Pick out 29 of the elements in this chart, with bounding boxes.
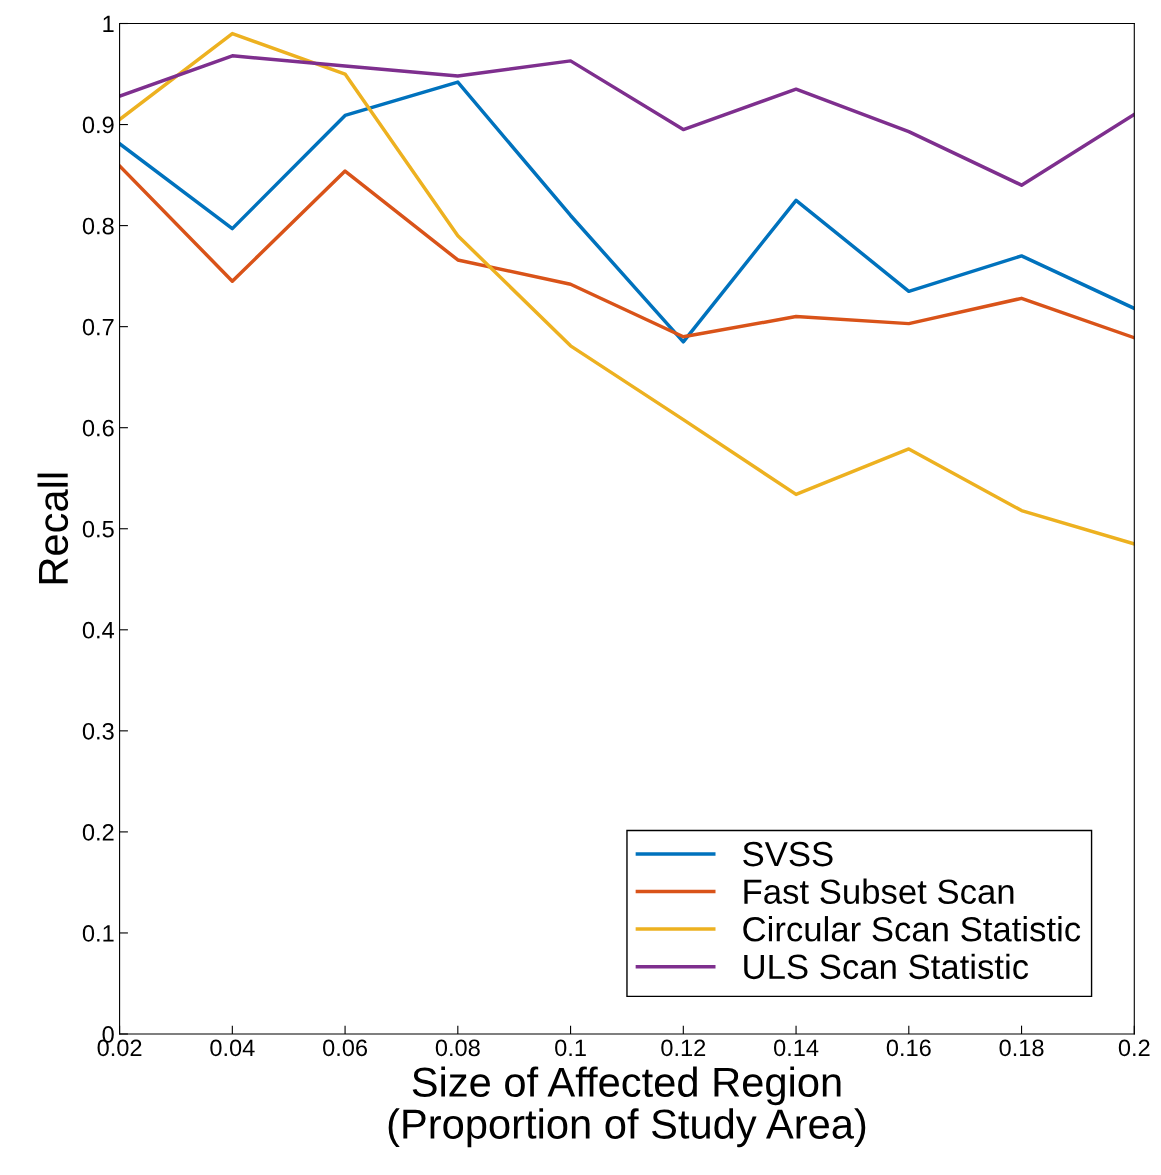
y-tick-label: 0.5 <box>82 520 114 538</box>
y-tick-label: 1 <box>103 15 114 33</box>
y-tick-label: 0.9 <box>82 116 114 134</box>
x-tick-label: 0.04 <box>210 1039 255 1057</box>
legend-label: SVSS <box>743 841 833 867</box>
line-series <box>119 80 1135 344</box>
x-tick-label: 0.18 <box>999 1039 1044 1057</box>
x-axis-title: Size of Affected Region (Proportion of Study Area) <box>388 1066 866 1148</box>
y-axis-title: Recall <box>37 473 69 584</box>
x-tick-label: 0.1 <box>555 1039 586 1057</box>
x-tick-label: 0.12 <box>661 1039 706 1057</box>
x-tick-label: 0.08 <box>435 1039 480 1057</box>
x-tick-label: 0.2 <box>1118 1039 1150 1057</box>
x-tick-label: 0.06 <box>323 1039 368 1057</box>
legend-label: ULS Scan Statistic <box>744 953 1029 980</box>
x-tick-label: 0.14 <box>774 1039 819 1057</box>
y-tick-label: 0.7 <box>82 318 114 336</box>
y-tick-label: 0.1 <box>82 925 114 942</box>
line-series <box>119 31 1135 546</box>
y-tick-label: 0.6 <box>82 419 114 437</box>
y-tick-label: 0.8 <box>82 217 114 235</box>
y-tick-label: 0.3 <box>82 722 114 740</box>
legend-label: Circular Scan Statistic <box>743 916 1081 942</box>
y-tick-label: 0.2 <box>82 823 114 841</box>
line-series <box>119 54 1135 187</box>
x-tick-label: 0.16 <box>886 1039 931 1057</box>
legend-label: Fast Subset Scan <box>744 878 1014 904</box>
y-tick-label: 0.4 <box>82 621 115 639</box>
line-series <box>119 164 1135 340</box>
